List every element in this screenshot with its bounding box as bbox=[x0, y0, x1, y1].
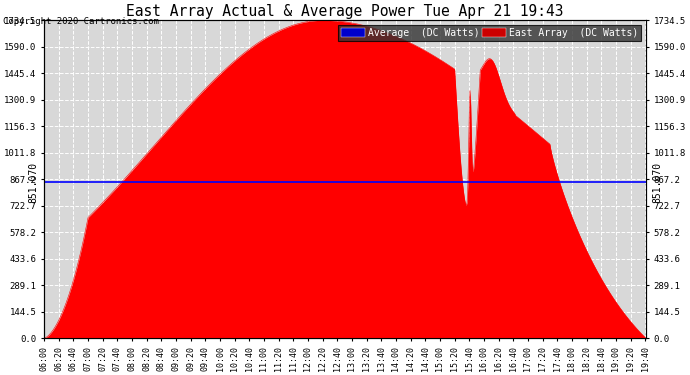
Text: 851.070: 851.070 bbox=[28, 162, 38, 203]
Legend: Average  (DC Watts), East Array  (DC Watts): Average (DC Watts), East Array (DC Watts… bbox=[338, 25, 641, 41]
Text: 851.070: 851.070 bbox=[652, 162, 662, 203]
Text: Copyright 2020 Cartronics.com: Copyright 2020 Cartronics.com bbox=[3, 17, 159, 26]
Title: East Array Actual & Average Power Tue Apr 21 19:43: East Array Actual & Average Power Tue Ap… bbox=[126, 4, 564, 19]
